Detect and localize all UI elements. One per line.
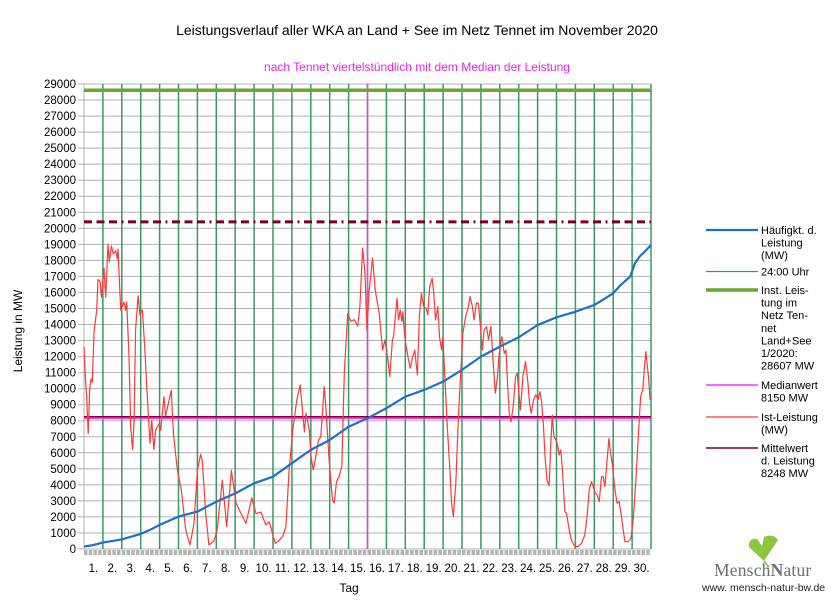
y-tick-label: 11000 [45, 368, 76, 380]
y-tick-label: 7000 [50, 432, 76, 444]
legend-label: 8248 MW [761, 468, 809, 480]
x-tick-label: 23. [501, 563, 517, 575]
legend-label: Medianwert [761, 380, 818, 392]
legend-label: 24:00 Uhr [761, 267, 810, 279]
legend-label: Häufigkt. d. [761, 225, 817, 237]
x-tick-label: 2. [108, 563, 118, 575]
x-tick-label: 1. [89, 563, 99, 575]
x-tick-label: 10. [256, 563, 272, 575]
legend-item-2400-uhr: 24:00 Uhr [706, 267, 810, 279]
x-tick-label: 30. [634, 563, 650, 575]
logo-name-part2: Natur [770, 560, 812, 580]
y-tick-label: 23000 [44, 175, 76, 187]
x-tick-label: 17. [388, 563, 404, 575]
legend-label: Land+See [761, 335, 811, 347]
x-tick-label: 22. [482, 563, 498, 575]
y-tick-label: 14000 [44, 320, 76, 332]
y-tick-label: 4000 [50, 480, 76, 492]
x-tick-label: 12. [293, 563, 309, 575]
x-tick-label: 28. [596, 563, 612, 575]
y-tick-label: 25000 [44, 143, 76, 155]
y-tick-label: 8000 [50, 416, 76, 428]
y-tick-label: 17000 [44, 271, 76, 283]
legend-item-ist-leistung: Ist-Leistung(MW) [706, 412, 818, 437]
x-tick-label: 16. [369, 563, 385, 575]
y-tick-label: 18000 [44, 255, 76, 267]
x-tick-label: 25. [539, 563, 555, 575]
x-tick-label: 6. [183, 563, 193, 575]
series-layer [83, 84, 652, 549]
x-tick-label: 3. [126, 563, 136, 575]
legend-label: Inst. Leis- [761, 285, 809, 297]
x-axis-title: Tag [339, 581, 358, 595]
y-axis-title: Leistung in MW [11, 289, 25, 372]
legend-label: (MW) [761, 250, 788, 262]
y-tick-label: 10000 [44, 384, 76, 396]
y-tick-label: 19000 [44, 239, 76, 251]
y-tick-label: 27000 [44, 111, 76, 123]
y-tick-label: 24000 [44, 159, 76, 171]
x-tick-label: 8. [221, 563, 231, 575]
x-tick-label: 21. [463, 563, 479, 575]
y-tick-label: 12000 [44, 352, 76, 364]
x-tick-label: 29. [615, 563, 631, 575]
legend-label: Leistung [761, 238, 803, 250]
chart-subtitle: nach Tennet viertelstündlich mit dem Med… [264, 60, 570, 74]
x-tick-label: 13. [312, 563, 328, 575]
y-tick-label: 2000 [50, 512, 76, 524]
y-tick-label: 3000 [50, 496, 76, 508]
legend-label: 8150 MW [761, 393, 809, 405]
y-tick-label: 28000 [44, 95, 76, 107]
ist-leistung-line [83, 243, 651, 548]
legend-item-haeufigkeit: Häufigkt. d.Leistung(MW) [706, 225, 817, 262]
legend-label: d. Leistung [761, 456, 815, 468]
logo-brand-name: MenschNatur [714, 560, 811, 581]
x-tick-label: 20. [445, 563, 461, 575]
y-tick-label: 29000 [44, 79, 76, 91]
x-tick-label: 26. [558, 563, 574, 575]
x-tick-label: 5. [164, 563, 174, 575]
x-tick-label: 24. [520, 563, 536, 575]
y-tick-label: 9000 [50, 400, 76, 412]
y-tick-label: 6000 [50, 448, 76, 460]
chart-title: Leistungsverlauf aller WKA an Land + See… [176, 22, 658, 38]
y-tick-label: 13000 [44, 336, 76, 348]
y-tick-label: 1000 [50, 528, 76, 540]
y-tick-label: 16000 [44, 287, 76, 299]
legend-label: (MW) [761, 425, 788, 437]
logo-name-part1: Mensch [714, 560, 771, 580]
y-tick-label: 20000 [44, 223, 76, 235]
legend-label: net [761, 323, 776, 335]
legend-label: Netz Ten- [761, 310, 808, 322]
x-tick-label: 7. [202, 563, 212, 575]
logo-leaf-icon [748, 535, 778, 568]
legend-label: tung im [761, 298, 797, 310]
x-tick-label: 11. [275, 563, 290, 575]
x-tick-label: 27. [577, 563, 593, 575]
x-tick-label: 18. [407, 563, 423, 575]
x-tick-label: 4. [145, 563, 155, 575]
x-tick-label: 19. [426, 563, 442, 575]
legend-label: 1/2020: [761, 348, 798, 360]
y-tick-label: 26000 [44, 127, 76, 139]
y-tick-label: 5000 [50, 464, 76, 476]
logo-url: www. mensch-natur-bw.de [702, 582, 826, 594]
legend-label: 28607 MW [761, 361, 815, 373]
y-tick-label: 0 [70, 544, 76, 556]
haeufigkeit-line [83, 244, 652, 548]
y-tick-label: 15000 [44, 303, 76, 315]
legend-label: Mittelwert [761, 443, 808, 455]
x-tick-label: 15. [350, 563, 366, 575]
y-tick-label: 21000 [44, 207, 76, 219]
y-tick-label: 22000 [44, 191, 76, 203]
x-tick-label: 14. [331, 563, 347, 575]
x-tick-label: 9. [240, 563, 250, 575]
legend-label: Ist-Leistung [761, 412, 818, 424]
